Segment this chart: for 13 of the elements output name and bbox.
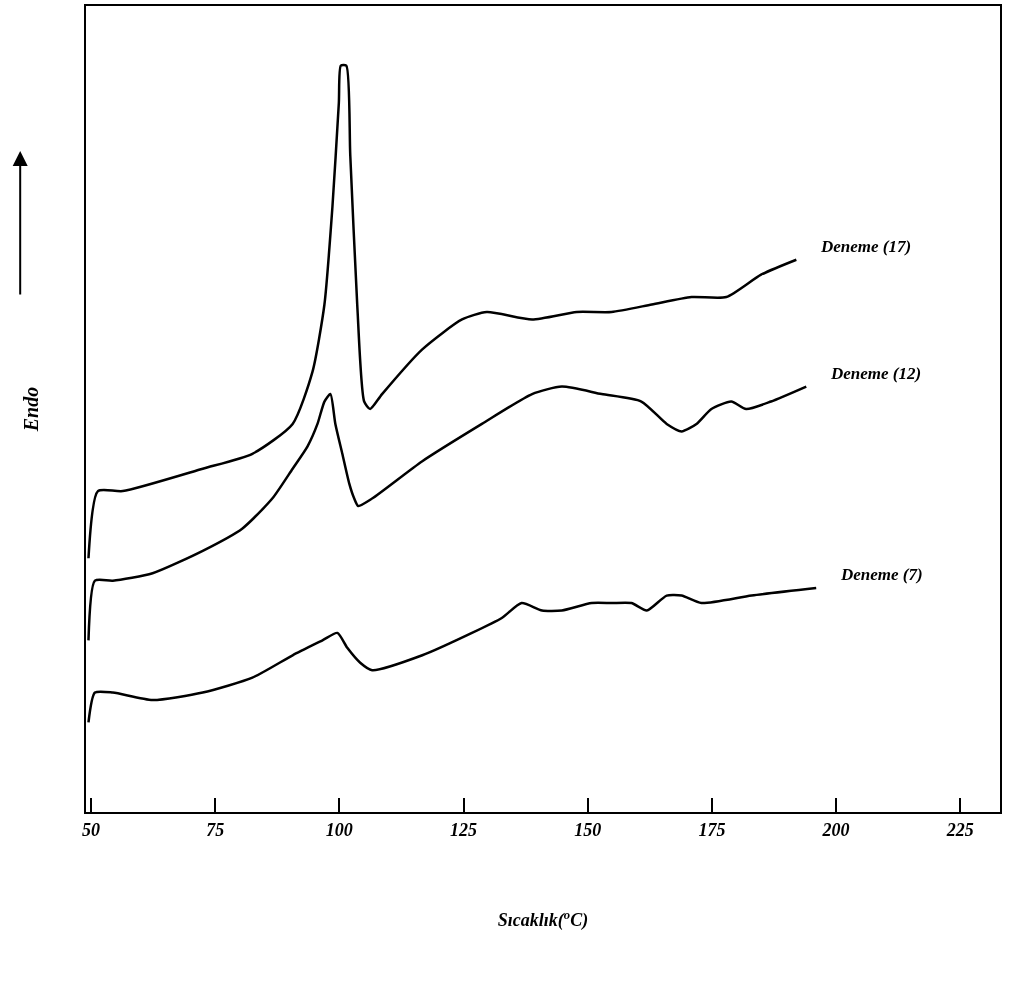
- x-axis-title: Sıcaklık($^{o}$C): [497, 907, 589, 932]
- x-tick-label: 225: [945, 819, 974, 840]
- x-tick-label: 50: [81, 819, 100, 840]
- x-tick-label: 125: [450, 819, 478, 840]
- series-label: Deneme (7): [840, 565, 923, 584]
- x-tick-label: 100: [325, 819, 353, 840]
- series-label: Deneme (17): [820, 237, 912, 256]
- series-label: Deneme (12): [830, 364, 922, 383]
- x-tick-label: 175: [698, 819, 726, 840]
- x-tick-label: 200: [821, 819, 850, 840]
- x-tick-label: 75: [206, 819, 225, 840]
- y-axis-title: Endo: [20, 386, 42, 433]
- x-tick-label: 150: [574, 819, 602, 840]
